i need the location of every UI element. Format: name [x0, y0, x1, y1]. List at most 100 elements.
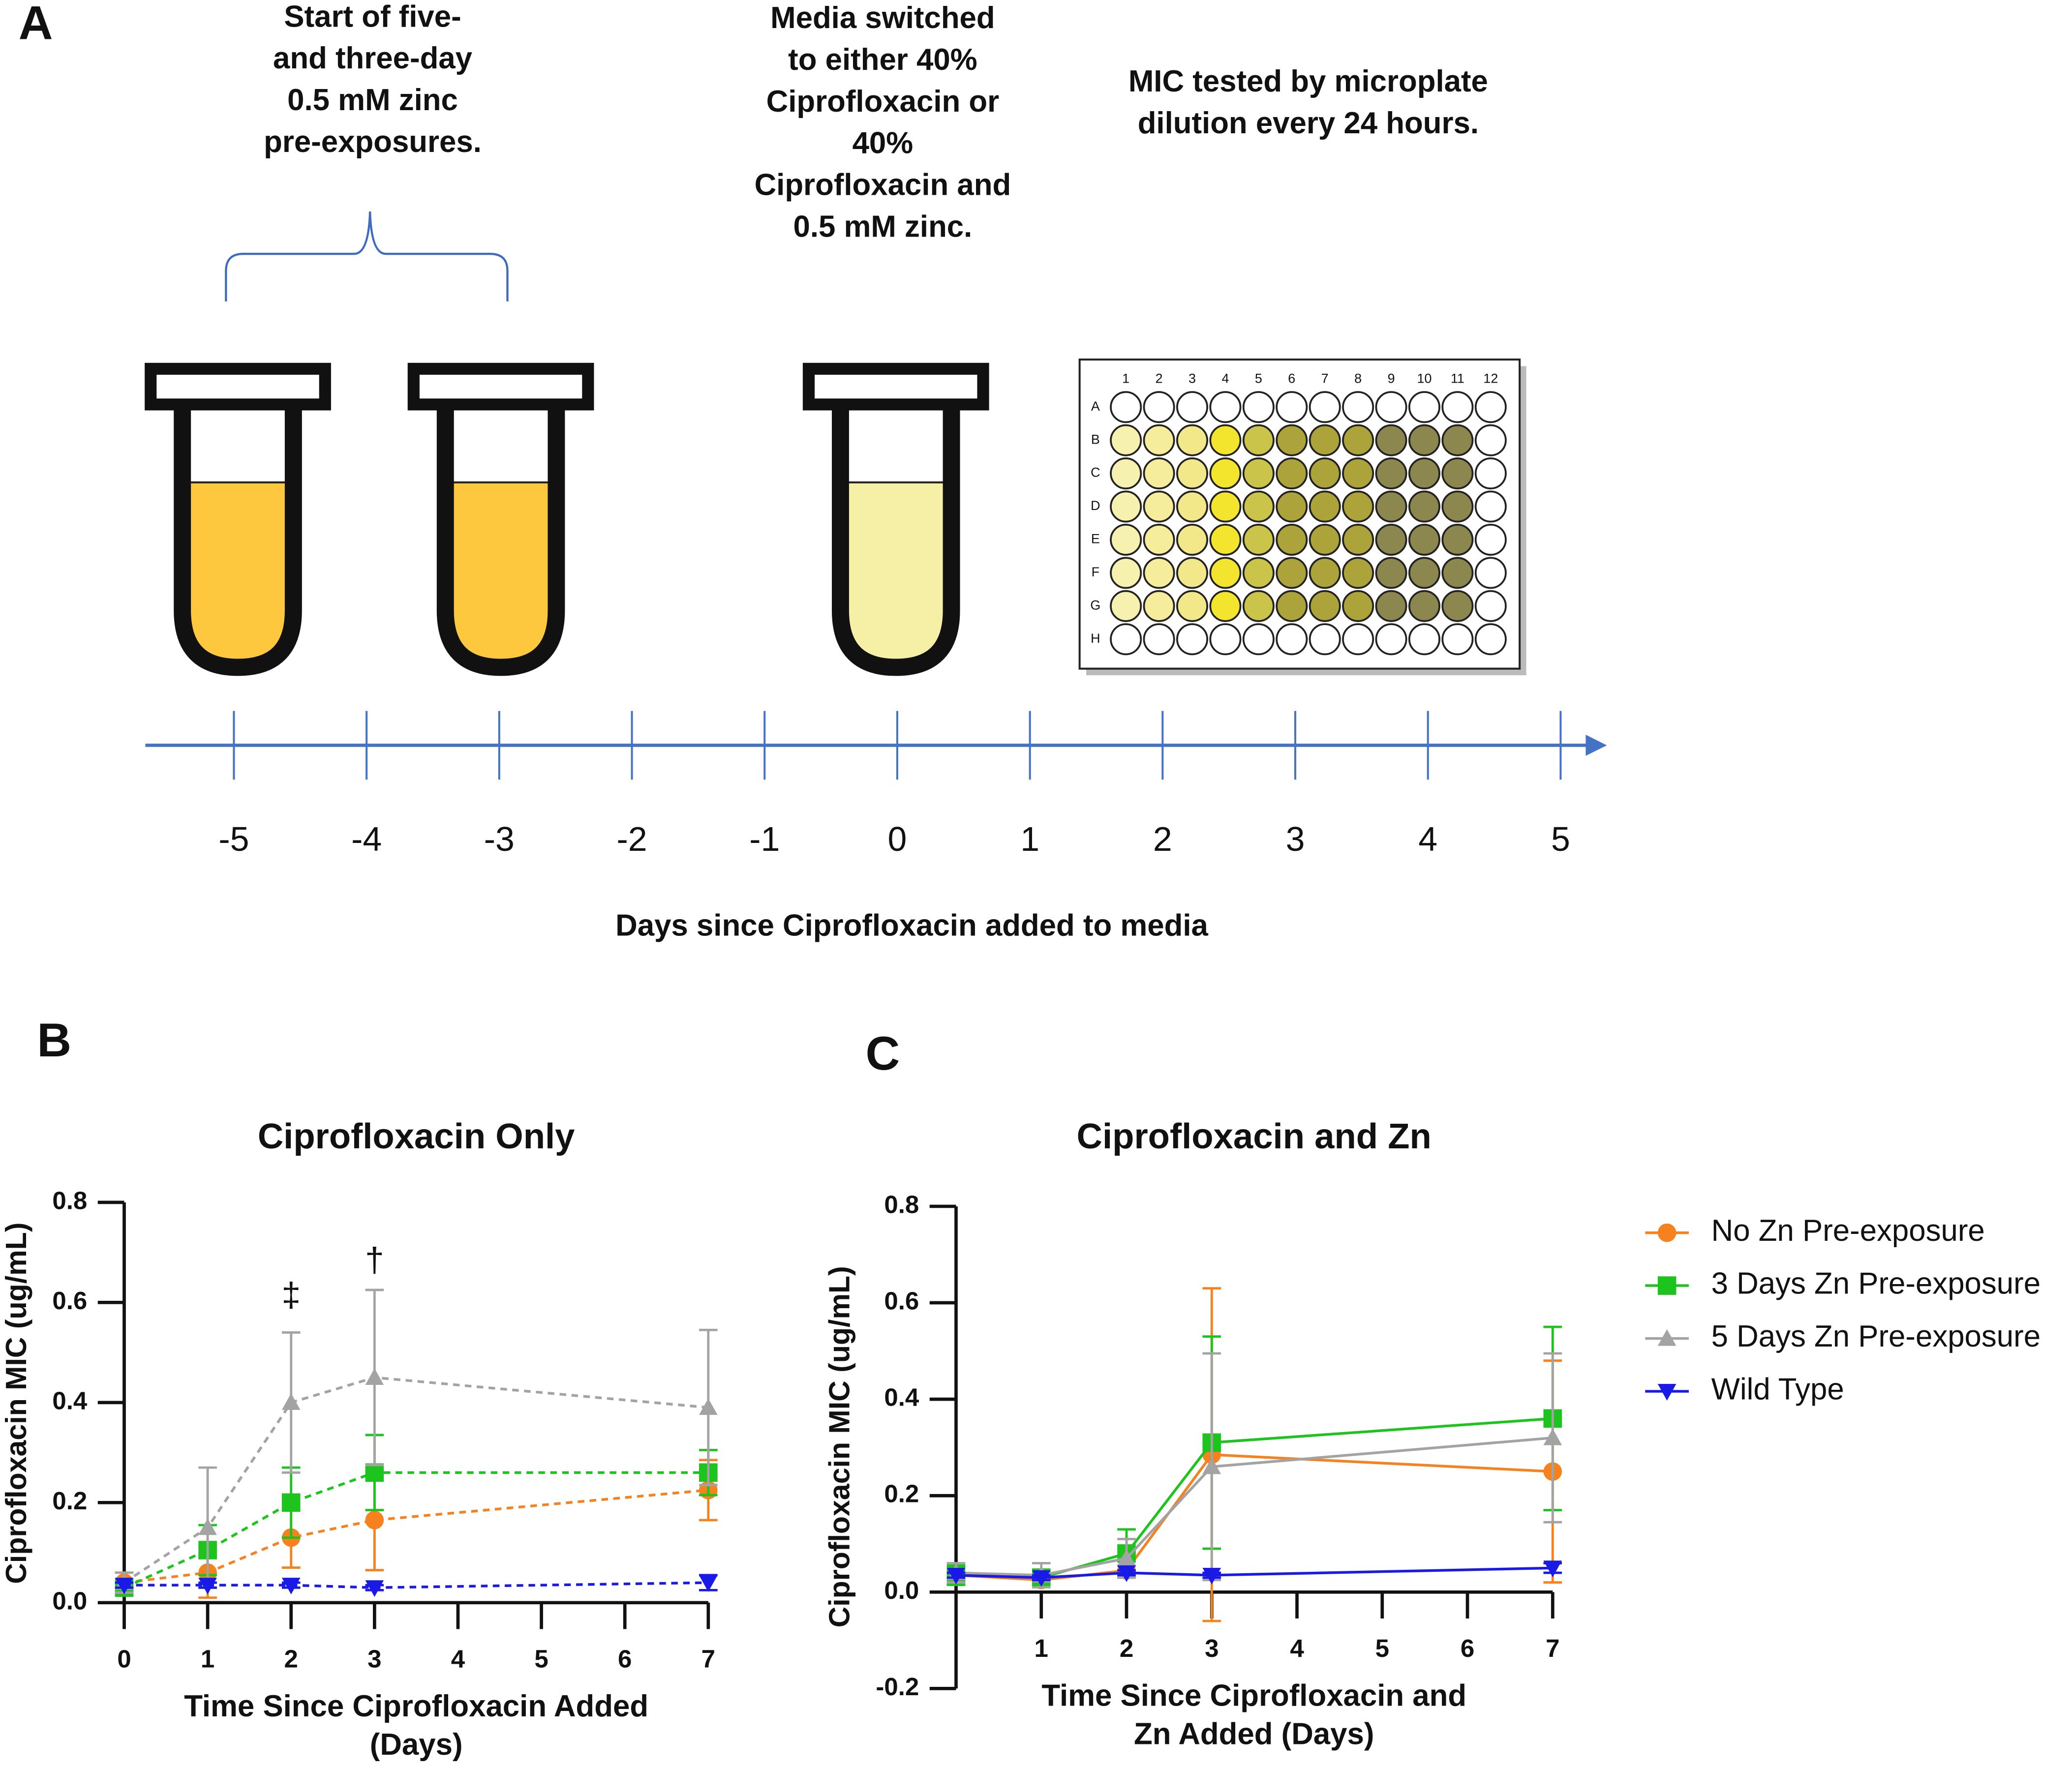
tube-cap	[407, 362, 594, 411]
tube-liquid	[846, 482, 946, 661]
well	[1209, 424, 1242, 456]
marker	[115, 1578, 134, 1595]
well	[1242, 391, 1275, 423]
well	[1309, 623, 1341, 656]
tube-body	[831, 407, 960, 676]
plate-column-label: 7	[1321, 371, 1329, 386]
well	[1242, 490, 1275, 523]
y-tick-label: 0.0	[884, 1576, 919, 1604]
well	[1276, 457, 1308, 490]
x-axis-label: Zn Added (Days)	[1134, 1717, 1374, 1751]
y-tick-label: 0.2	[52, 1487, 87, 1515]
well	[1309, 490, 1341, 523]
well	[1474, 424, 1507, 456]
x-tick-label: 6	[1461, 1634, 1474, 1662]
y-tick-label: 0.2	[884, 1480, 919, 1508]
x-tick-label: 7	[701, 1645, 715, 1673]
well	[1375, 490, 1407, 523]
well	[1276, 623, 1308, 656]
well	[1408, 557, 1440, 589]
plate-column-label: 2	[1156, 371, 1163, 386]
series-line	[956, 1436, 1553, 1577]
x-tick-label: 4	[1290, 1634, 1304, 1662]
x-tick-label: 3	[1205, 1634, 1219, 1662]
plate-row-label: E	[1091, 532, 1100, 546]
well	[1408, 391, 1440, 423]
well	[1474, 523, 1507, 556]
x-tick-label: 5	[534, 1645, 548, 1673]
marker	[699, 1398, 718, 1415]
annotation-line: 40%	[853, 126, 914, 160]
timeline-tick-label: -4	[351, 820, 382, 858]
well	[1309, 424, 1341, 456]
annotation-line: 0.5 mM zinc.	[793, 210, 972, 243]
well	[1276, 391, 1308, 423]
timeline-tick-label: 2	[1153, 820, 1172, 858]
marker	[1543, 1428, 1562, 1445]
well	[1209, 590, 1242, 622]
well	[1110, 457, 1142, 490]
marker	[281, 1393, 301, 1410]
chart-title: Ciprofloxacin and Zn	[1077, 1116, 1432, 1156]
marker	[281, 1578, 301, 1595]
timeline-tick-label: -1	[749, 820, 780, 858]
annotation-line: Ciprofloxacin and	[755, 168, 1011, 202]
well	[1375, 590, 1407, 622]
marker	[1032, 1570, 1051, 1587]
plate-row-label: F	[1092, 565, 1099, 579]
marker	[365, 1580, 384, 1597]
well	[1474, 590, 1507, 622]
well	[1408, 590, 1440, 622]
y-tick-label: -0.2	[876, 1673, 919, 1701]
annotation-line: Media switched	[770, 1, 995, 35]
well	[1309, 391, 1341, 423]
well	[1474, 623, 1507, 656]
well	[1474, 557, 1507, 589]
panel-label: A	[19, 0, 53, 50]
x-axis-label: Time Since Ciprofloxacin Added	[184, 1689, 648, 1723]
series-line	[956, 1417, 1553, 1579]
x-tick-label: 5	[1375, 1634, 1389, 1662]
well	[1209, 391, 1242, 423]
marker	[198, 1518, 217, 1535]
well	[1209, 457, 1242, 490]
legend-label: Wild Type	[1711, 1372, 1844, 1406]
well	[1408, 424, 1440, 456]
well	[1474, 391, 1507, 423]
annotation-line: dilution every 24 hours.	[1138, 106, 1479, 140]
y-tick-label: 0.0	[52, 1587, 87, 1615]
well	[1242, 623, 1275, 656]
well	[1408, 457, 1440, 490]
annotation-line: pre-exposures.	[264, 125, 482, 159]
y-tick-label: 0.8	[884, 1190, 919, 1218]
annotation-line: MIC tested by microplate	[1128, 64, 1488, 98]
plate-column-label: 5	[1255, 371, 1262, 386]
tubes	[145, 362, 989, 676]
well	[1342, 557, 1374, 589]
plate-column-label: 11	[1451, 371, 1464, 386]
series-line	[124, 1489, 709, 1584]
x-tick-label: 1	[201, 1645, 214, 1673]
well	[1143, 457, 1175, 490]
tube-body	[436, 407, 565, 676]
tube-body	[174, 407, 302, 676]
plate-row-label: B	[1091, 432, 1100, 447]
well	[1441, 490, 1474, 523]
well	[1242, 590, 1275, 622]
well	[1242, 557, 1275, 589]
well	[1474, 490, 1507, 523]
plate-column-label: 6	[1288, 371, 1295, 386]
plate-row-label: C	[1091, 465, 1100, 480]
panel-label: B	[37, 1014, 71, 1067]
x-tick-label: 2	[284, 1645, 298, 1673]
plate-column-label: 3	[1188, 371, 1196, 386]
marker	[1202, 1567, 1221, 1585]
marker	[1117, 1565, 1136, 1582]
well	[1342, 523, 1374, 556]
well	[1143, 490, 1175, 523]
timeline-tick-label: -5	[218, 820, 249, 858]
marker	[198, 1578, 217, 1595]
plate-row-label: H	[1091, 631, 1100, 646]
well	[1143, 523, 1175, 556]
